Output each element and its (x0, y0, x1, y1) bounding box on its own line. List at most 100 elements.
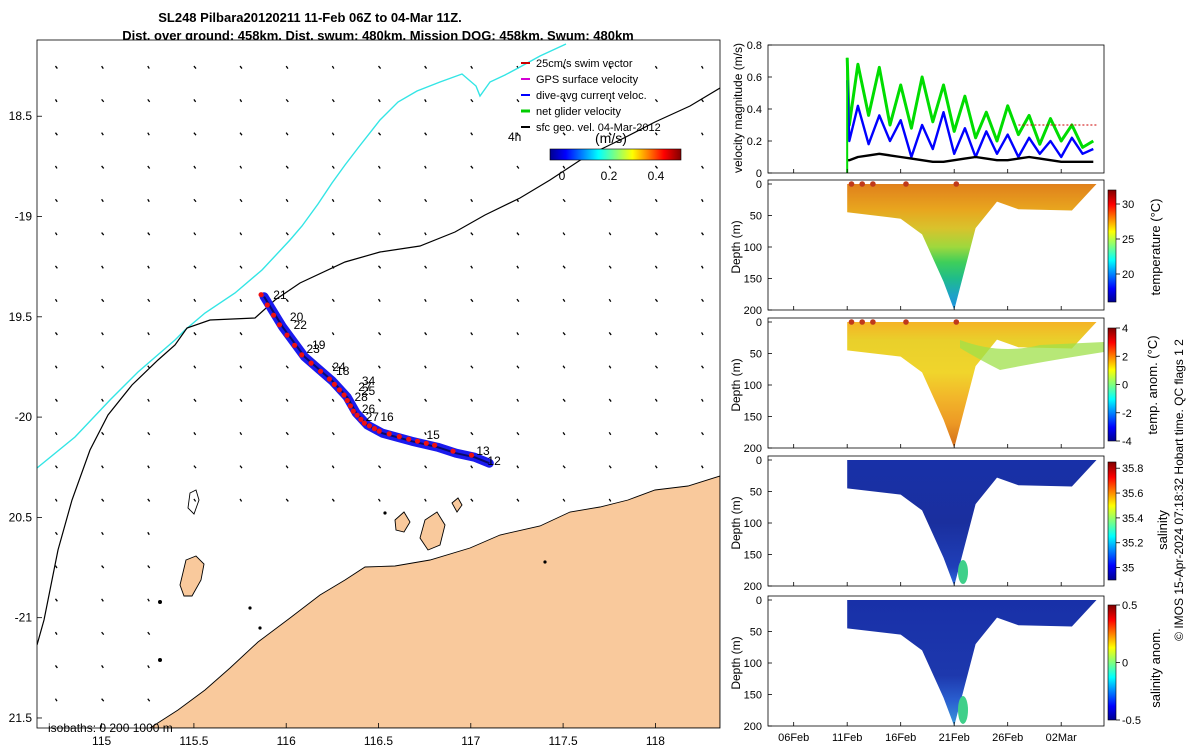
track-surface-fix (354, 412, 360, 418)
salinity-anomaly-panel: 0 50 100 150 200 Depth (m) 0.5 0 -0.5 salinity… (729, 595, 1163, 733)
map-x-ticks: 115 115.5 116 116.5 117 117.5 118 (92, 723, 665, 748)
current-vector (147, 298, 151, 303)
current-vector (101, 665, 104, 669)
current-vector (377, 165, 381, 169)
current-vector (331, 132, 335, 136)
current-vector (101, 198, 104, 203)
current-vector (516, 298, 520, 303)
surface-dot (870, 181, 876, 187)
current-vector (101, 598, 104, 602)
current-vector (54, 565, 58, 569)
current-vector (424, 332, 428, 336)
current-vector (424, 498, 427, 502)
depth-tick-label: 100 (744, 658, 762, 670)
current-vector (562, 431, 566, 436)
temp-anomaly-colorbar (1107, 327, 1117, 442)
track-surface-fix (371, 426, 378, 432)
current-vector (54, 432, 58, 436)
salinity-anomaly-colorbar-ticks: 0.5 0 -0.5 (1116, 600, 1141, 727)
current-vector (331, 332, 335, 336)
current-vector (54, 165, 58, 169)
velocity-series (845, 57, 1097, 173)
map-x-tick-label: 115 (92, 734, 111, 748)
current-vector (470, 298, 474, 303)
time-x-tick-label: 26Feb (992, 732, 1023, 744)
current-vector (701, 431, 704, 436)
profile-label: 16 (380, 410, 394, 424)
current-vector (654, 198, 658, 203)
sfc-geo-velocity-line (847, 152, 1094, 163)
current-vector (54, 598, 58, 602)
current-vector (101, 332, 104, 336)
current-vector (608, 99, 612, 103)
current-vector (54, 398, 58, 402)
current-vector (101, 431, 105, 436)
velocity-y-ticks: 0 0.2 0.4 0.6 0.8 (747, 40, 772, 180)
profile-label: 21 (273, 288, 287, 302)
current-vector (377, 498, 381, 502)
current-vector (516, 132, 520, 136)
current-vector (516, 332, 520, 336)
profile-label: 18 (336, 364, 350, 378)
salinity-colorbar (1107, 461, 1117, 581)
current-vector (147, 465, 150, 469)
current-vector (285, 298, 289, 303)
colorbar-tick-label: 0.5 (1122, 600, 1137, 612)
current-vector (608, 165, 612, 169)
track-surface-fix (406, 436, 412, 442)
surface-dot (903, 319, 909, 325)
current-vector (700, 398, 704, 402)
current-vector (516, 498, 520, 502)
surface-dot (903, 181, 909, 187)
current-vector (239, 65, 243, 69)
current-vector (424, 198, 428, 203)
current-vector (147, 631, 151, 636)
current-vector (378, 132, 382, 136)
salinity-anomaly-ylabel: Depth (m) (729, 636, 743, 689)
islet-g (248, 606, 252, 610)
depth-tick-label: 150 (744, 274, 762, 286)
time-x-ticks: 06Feb 11Feb 16Feb 21Feb 26Feb 02Mar (778, 169, 1077, 744)
current-vector (147, 98, 151, 103)
current-vector (516, 265, 520, 269)
profile-label: 23 (307, 342, 321, 356)
current-vector (701, 365, 704, 369)
current-vector (239, 332, 243, 336)
current-vector (470, 98, 474, 103)
current-vector (608, 265, 612, 269)
temperature-colorbar-ticks: 30 25 20 (1116, 199, 1134, 281)
map-x-tick-label: 117.5 (549, 734, 578, 748)
profile-label: 25 (362, 384, 376, 398)
current-vector (239, 99, 243, 103)
current-vector (516, 98, 520, 103)
current-vector (378, 465, 382, 469)
profile-label: 19 (312, 338, 326, 352)
velocity-y-tick-label: 0.4 (747, 104, 762, 116)
current-vector (700, 465, 704, 469)
islet-i (383, 511, 387, 515)
current-vector (331, 65, 335, 69)
current-vector (654, 65, 658, 69)
current-vector (331, 165, 335, 169)
current-vector (562, 332, 566, 336)
depth-tick-label: 100 (744, 518, 762, 530)
current-vector (470, 132, 474, 136)
net-glider-velocity-line (845, 57, 1095, 149)
profile-label: 15 (426, 428, 440, 442)
current-vector (285, 365, 289, 369)
current-vector (562, 232, 566, 236)
temp-anomaly-axes-frame (767, 317, 1105, 449)
colorbar-tick-label: 4 (1122, 323, 1128, 335)
current-vector (285, 132, 289, 136)
current-vector (101, 298, 105, 303)
current-vector (654, 232, 658, 236)
isobath-1000m-line (37, 43, 567, 469)
track-surface-fix (347, 403, 353, 409)
track-surface-fix (468, 452, 475, 458)
legend-entry-sfc-geo-vel: sfc geo. vel. 04-Mar-2012 (521, 122, 661, 134)
current-vector (378, 332, 382, 336)
legend-label-dive-avg-current: dive-avg current veloc. (536, 90, 647, 102)
current-vector (424, 232, 427, 236)
